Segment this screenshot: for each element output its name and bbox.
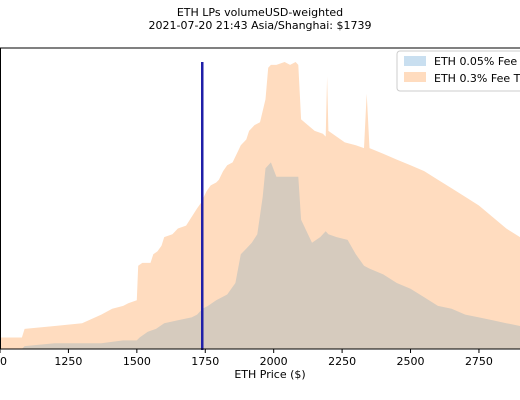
x-axis-label: ETH Price ($) [234, 368, 305, 381]
x-ticks-group: 0 1250 1500 1750 2000 2250 2500 2750 [0, 349, 493, 368]
legend-label-eth-03: ETH 0.3% Fee T [434, 72, 520, 85]
legend: ETH 0.05% Fee ETH 0.3% Fee T [396, 50, 520, 92]
x-tick-label: 2500 [397, 355, 425, 368]
area-series-2 [0, 162, 520, 349]
x-tick-label: 2250 [328, 355, 356, 368]
x-tick-label: 0 [0, 355, 7, 368]
legend-swatch-eth-03 [404, 72, 426, 82]
x-tick-label: 1250 [54, 355, 82, 368]
x-tick-label: 1750 [191, 355, 219, 368]
x-tick-label: 1500 [123, 355, 151, 368]
area-series-1 [0, 62, 520, 349]
chart-title: ETH LPs volumeUSD-weighted [176, 6, 344, 19]
x-tick-label: 2000 [260, 355, 288, 368]
chart-subtitle: 2021-07-20 21:43 Asia/Shanghai: $1739 [148, 19, 372, 32]
legend-box [396, 50, 520, 92]
legend-label-eth-005: ETH 0.05% Fee [434, 55, 517, 68]
x-tick-label: 2750 [465, 355, 493, 368]
legend-swatch-eth-005 [404, 56, 426, 66]
area-series-group [0, 62, 520, 349]
